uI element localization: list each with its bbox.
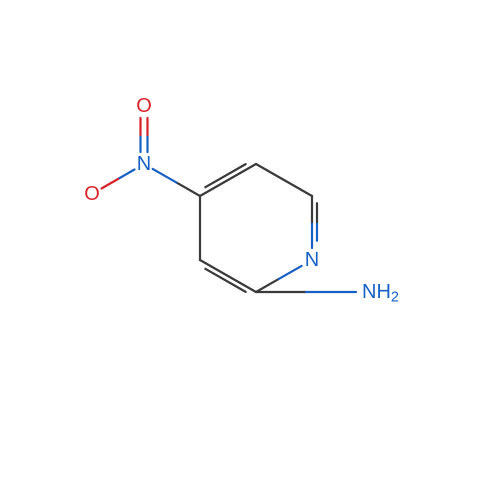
atom-label-N_amine: NH2 bbox=[362, 281, 399, 306]
molecule-diagram: N N O O NH2 bbox=[0, 0, 500, 500]
atom-label-O_up: O bbox=[136, 95, 152, 117]
atoms-layer: N N O O NH2 bbox=[84, 95, 399, 306]
atom-label-N_nitro: N bbox=[137, 153, 151, 175]
atom-label-N_ring: N bbox=[305, 249, 319, 271]
atom-label-O_left: O bbox=[84, 183, 100, 205]
